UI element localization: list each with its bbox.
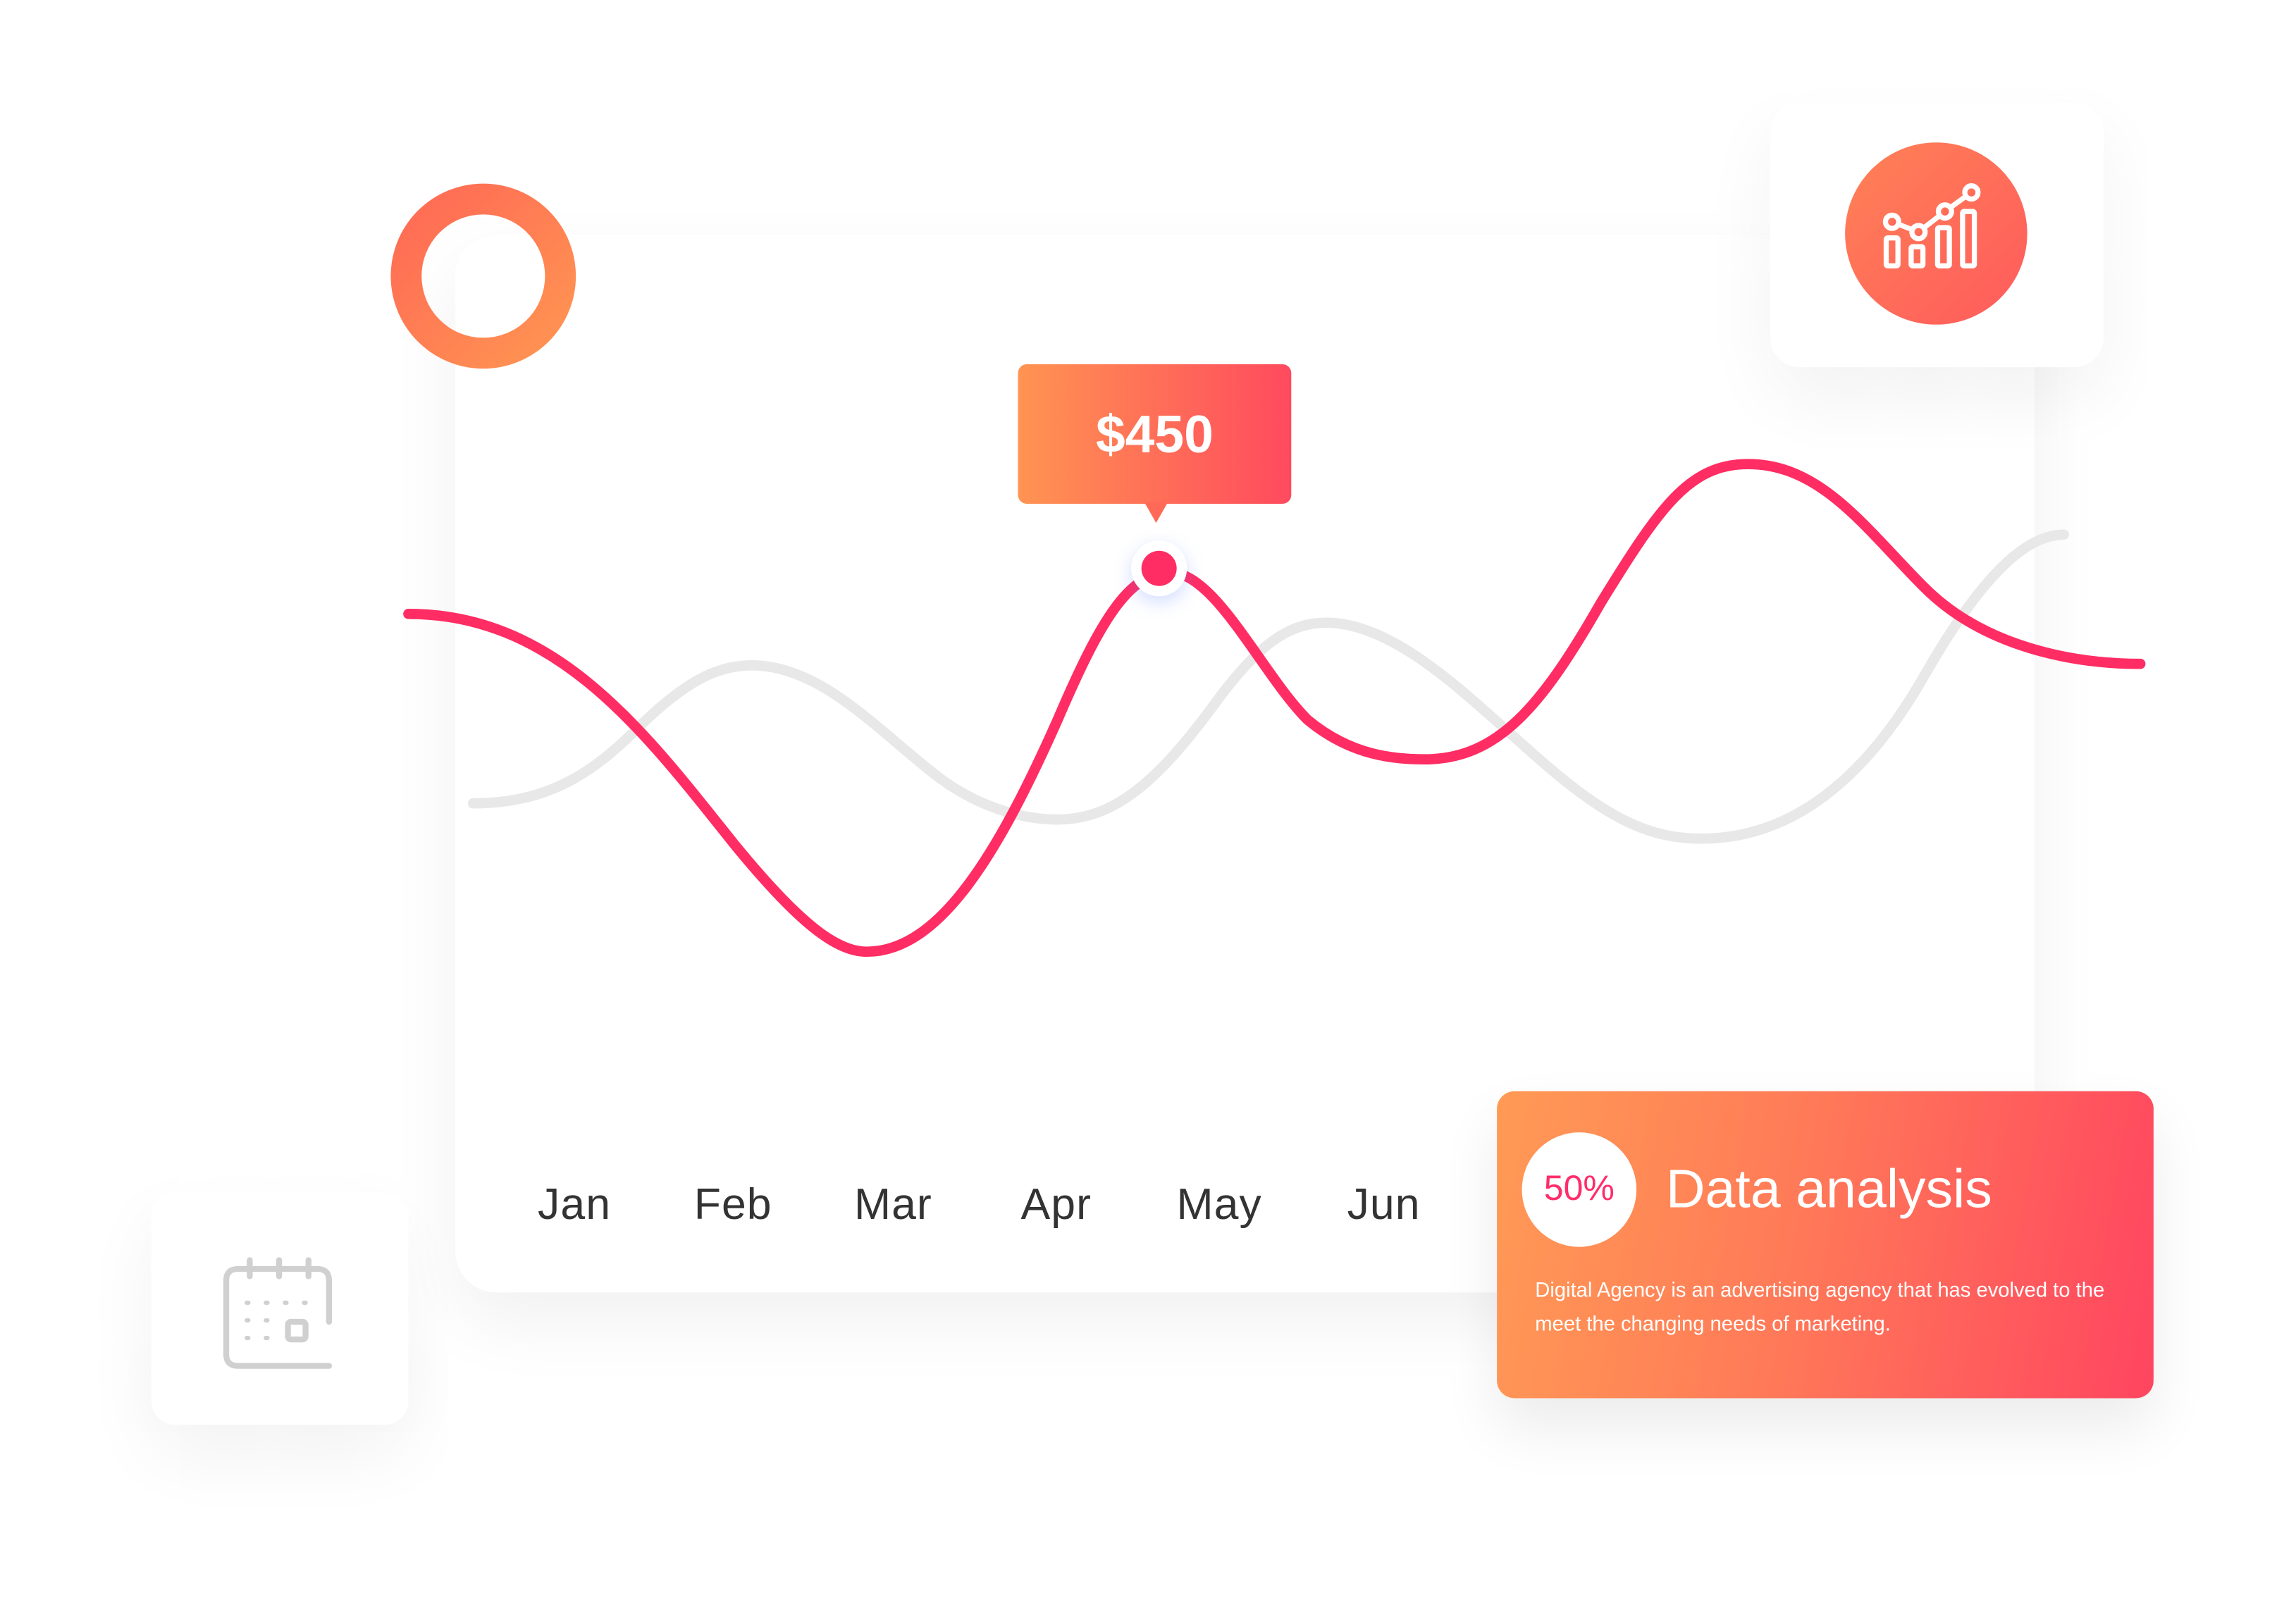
- x-tick-label: Feb: [693, 1180, 772, 1229]
- data-analysis-card: 50% Data analysis Digital Agency is an a…: [1497, 1091, 2154, 1399]
- x-tick-label: Jan: [538, 1180, 612, 1229]
- x-tick-label: Mar: [853, 1180, 932, 1229]
- value-tooltip: $450: [1018, 364, 1292, 523]
- highlight-point[interactable]: [1141, 550, 1177, 586]
- calendar-icon: [223, 1257, 333, 1369]
- card-description: Digital Agency is an advertising agency …: [1535, 1277, 2105, 1335]
- x-tick-label: Apr: [1020, 1180, 1092, 1229]
- card-title: Data analysis: [1665, 1158, 1992, 1220]
- series-line-secondary: [467, 529, 2070, 844]
- chart-analytics-icon: [1845, 142, 2027, 325]
- ring-icon: [390, 183, 576, 369]
- x-tick-label: Jun: [1347, 1180, 1421, 1229]
- series-line-primary: [403, 459, 2146, 958]
- x-tick-label: May: [1176, 1180, 1262, 1229]
- calendar-card: [151, 1192, 409, 1425]
- percent-badge: 50%: [1522, 1132, 1637, 1247]
